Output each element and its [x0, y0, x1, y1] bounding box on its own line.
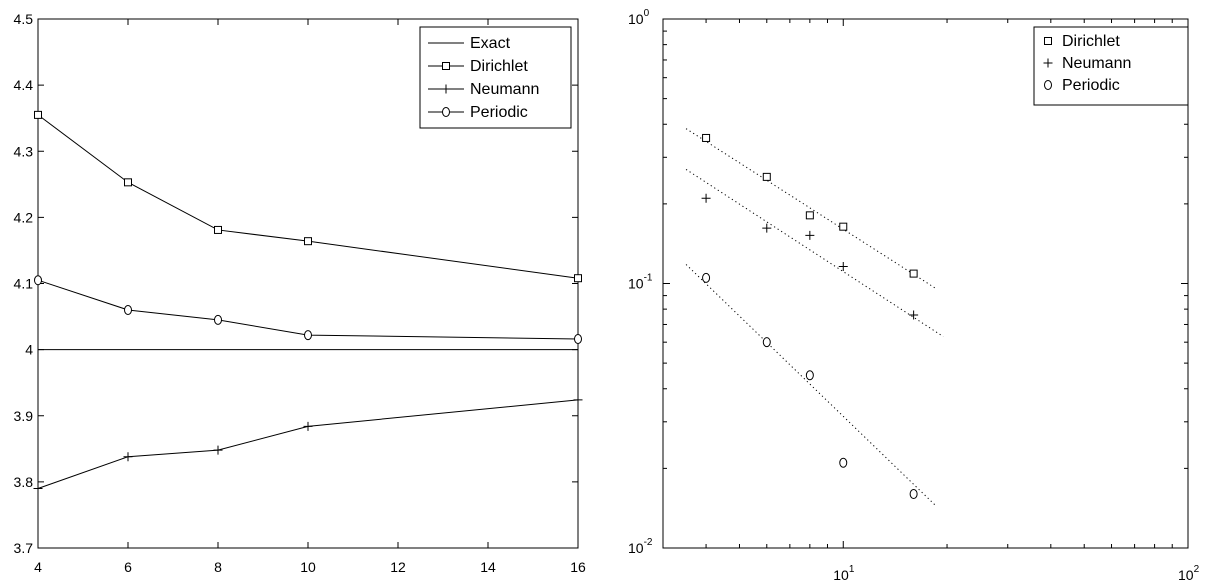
linear-convergence-chart: 3.7 3.8 3.9 4 4.1 4.2 4.3 4.4 4.5 4 6 8 10 12 14 16 Exac… — [14, 11, 586, 575]
neumann-point — [123, 452, 133, 462]
neumann-point — [573, 395, 583, 405]
legend-dirichlet-label: Dirichlet — [470, 58, 528, 75]
periodic-point — [839, 457, 848, 468]
y-tick-exponent: -1 — [644, 273, 653, 284]
dirichlet-point — [702, 133, 711, 142]
legend: Exact Dirichlet Neumann Periodic — [419, 26, 572, 129]
periodic-fit-line — [685, 264, 936, 506]
legend-box — [1033, 26, 1189, 106]
x-tick-label: 6 — [124, 559, 132, 575]
neumann-point — [701, 193, 711, 203]
dirichlet-fit-line — [685, 128, 936, 289]
x-tick-label: 4 — [34, 559, 42, 575]
legend-dirichlet-marker — [1044, 37, 1052, 45]
x-tick-exponent: 1 — [849, 564, 855, 575]
series-periodic — [685, 264, 936, 506]
dirichlet-point — [909, 269, 918, 278]
dirichlet-point — [805, 211, 814, 220]
periodic-point — [214, 314, 222, 325]
x-tick-label: 8 — [214, 559, 222, 575]
neumann-point — [213, 445, 223, 455]
y-tick-label: 10-2 — [628, 537, 653, 556]
y-tick-label: 3.9 — [14, 408, 34, 424]
y-tick-label: 100 — [628, 8, 650, 27]
neumann-point — [303, 421, 313, 431]
periodic-point — [304, 330, 312, 341]
dirichlet-point — [762, 172, 771, 181]
periodic-point — [762, 337, 771, 348]
y-tick-label: 4.1 — [14, 276, 34, 292]
legend-neumann-label: Neumann — [470, 81, 539, 98]
periodic-point — [34, 275, 42, 286]
y-tick-label: 3.8 — [14, 474, 34, 490]
y-tick-label: 4.4 — [14, 77, 34, 93]
y-tick-label: 4.3 — [14, 143, 34, 159]
y-tick-base: 10 — [628, 540, 644, 556]
series-periodic — [34, 275, 582, 345]
periodic-point — [909, 489, 918, 500]
y-tick-label: 4.5 — [14, 11, 34, 27]
neumann-point — [838, 261, 848, 271]
x-tick-base: 10 — [833, 567, 849, 583]
x-tick-exponent: 2 — [1194, 564, 1200, 575]
legend-dirichlet-marker — [442, 62, 450, 70]
series-neumann — [685, 168, 944, 337]
neumann-fit-line — [685, 168, 944, 337]
y-tick-exponent: 0 — [644, 8, 650, 19]
legend-periodic-marker — [1044, 80, 1052, 90]
x-tick-label: 102 — [1178, 564, 1200, 583]
neumann-line — [37, 399, 579, 489]
legend-neumann-label: Neumann — [1062, 55, 1131, 72]
x-tick-label: 16 — [570, 559, 586, 575]
periodic-point — [574, 334, 582, 345]
neumann-point — [762, 223, 772, 233]
x-tick-label: 101 — [833, 564, 855, 583]
neumann-point — [805, 230, 815, 240]
series-neumann — [33, 395, 583, 493]
legend-periodic-marker — [442, 107, 450, 117]
neumann-point — [909, 310, 919, 320]
legend-exact-label: Exact — [470, 35, 511, 52]
legend-periodic-label: Periodic — [470, 104, 528, 121]
series-dirichlet — [685, 128, 936, 289]
y-tick-exponent: -2 — [644, 537, 653, 548]
series-dirichlet — [34, 110, 582, 283]
legend-neumann-marker — [441, 84, 451, 94]
legend-periodic-label: Periodic — [1062, 77, 1120, 94]
y-tick-base: 10 — [628, 11, 644, 27]
y-tick-label: 4.2 — [14, 209, 34, 225]
dirichlet-point — [124, 178, 132, 187]
x-tick-label: 12 — [390, 559, 406, 575]
dirichlet-point — [574, 274, 582, 283]
periodic-point — [805, 370, 814, 381]
neumann-point — [33, 483, 43, 493]
y-tick-base: 10 — [628, 276, 644, 292]
dirichlet-point — [304, 237, 312, 246]
x-tick-label: 14 — [480, 559, 496, 575]
dirichlet-point — [34, 110, 42, 119]
y-tick-label: 10-1 — [628, 273, 653, 292]
x-tick-label: 10 — [300, 559, 316, 575]
legend-neumann-marker — [1043, 58, 1053, 68]
periodic-point — [124, 304, 132, 315]
dirichlet-line — [37, 114, 579, 279]
y-tick-label: 3.7 — [14, 540, 34, 556]
legend: Dirichlet Neumann Periodic — [1033, 26, 1189, 106]
dirichlet-point — [839, 222, 848, 231]
dirichlet-point — [214, 225, 222, 234]
x-tick-base: 10 — [1178, 567, 1194, 583]
y-tick-label: 4 — [25, 342, 33, 358]
legend-dirichlet-label: Dirichlet — [1062, 33, 1120, 50]
periodic-point — [702, 272, 711, 283]
